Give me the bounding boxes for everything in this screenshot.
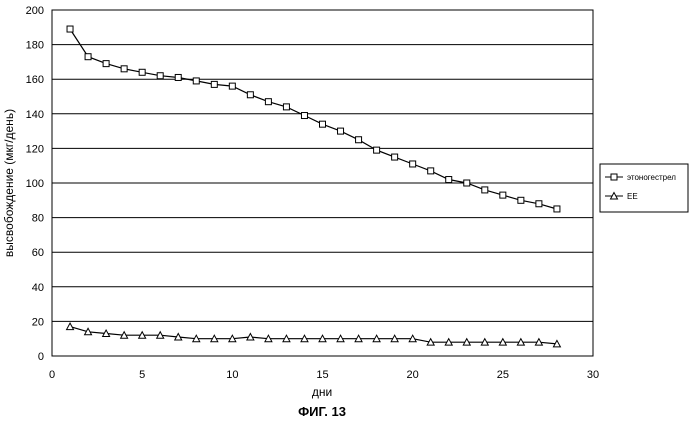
data-point-etonogestrel	[121, 66, 127, 72]
data-point-etonogestrel	[229, 83, 235, 89]
y-tick-label-160: 160	[26, 74, 44, 86]
legend-label-etonogestrel: этоногестрел	[627, 173, 676, 182]
data-point-etonogestrel	[175, 74, 181, 80]
data-point-etonogestrel	[320, 121, 326, 127]
y-tick-label-20: 20	[32, 316, 44, 328]
x-tick-label-0: 0	[49, 369, 55, 381]
figure-caption: ФИГ. 13	[298, 404, 346, 419]
y-tick-labels: 0 20 40 60 80 100 120 140 160 180 200	[26, 5, 44, 363]
data-point-etonogestrel	[464, 180, 470, 186]
legend-label-ee: EE	[627, 192, 638, 201]
y-tick-label-140: 140	[26, 109, 44, 121]
series-line-etonogestrel	[70, 29, 557, 209]
x-tick-label-10: 10	[226, 369, 238, 381]
data-point-etonogestrel	[500, 192, 506, 198]
data-point-etonogestrel	[518, 197, 524, 203]
data-point-etonogestrel	[247, 92, 253, 98]
x-tick-label-15: 15	[316, 369, 328, 381]
legend-marker-square	[611, 174, 617, 180]
legend: этоногестрел EE	[600, 164, 688, 212]
data-point-etonogestrel	[157, 73, 163, 79]
data-point-etonogestrel	[211, 81, 217, 87]
data-point-etonogestrel	[554, 206, 560, 212]
gridlines	[52, 45, 593, 322]
data-point-etonogestrel	[536, 201, 542, 207]
x-tick-label-25: 25	[497, 369, 509, 381]
x-tick-label-30: 30	[587, 369, 599, 381]
data-point-etonogestrel	[374, 147, 380, 153]
series-layer	[67, 26, 561, 347]
data-point-etonogestrel	[301, 113, 307, 119]
y-tick-label-40: 40	[32, 282, 44, 294]
y-axis-label: высвобождение (мкг/день)	[2, 109, 16, 257]
data-point-etonogestrel	[356, 137, 362, 143]
data-point-etonogestrel	[103, 61, 109, 67]
data-point-etonogestrel	[428, 168, 434, 174]
data-point-etonogestrel	[265, 99, 271, 105]
data-point-etonogestrel	[392, 154, 398, 160]
y-tick-label-180: 180	[26, 40, 44, 52]
y-tick-label-80: 80	[32, 213, 44, 225]
data-point-ee	[67, 323, 74, 330]
y-tick-label-120: 120	[26, 143, 44, 155]
y-tick-label-60: 60	[32, 247, 44, 259]
y-tick-label-0: 0	[38, 351, 44, 363]
data-point-etonogestrel	[193, 78, 199, 84]
data-point-etonogestrel	[482, 187, 488, 193]
data-point-etonogestrel	[85, 54, 91, 60]
x-axis-label: дни	[312, 385, 332, 399]
legend-box	[600, 164, 688, 212]
data-point-etonogestrel	[410, 161, 416, 167]
y-tick-label-200: 200	[26, 5, 44, 17]
data-point-etonogestrel	[338, 128, 344, 134]
y-tick-label-100: 100	[26, 178, 44, 190]
x-tick-label-5: 5	[139, 369, 145, 381]
data-point-etonogestrel	[283, 104, 289, 110]
data-point-etonogestrel	[67, 26, 73, 32]
data-point-etonogestrel	[139, 69, 145, 75]
x-tick-labels: 0 5 10 15 20 25 30	[49, 369, 599, 381]
x-tick-label-20: 20	[407, 369, 419, 381]
data-point-etonogestrel	[446, 177, 452, 183]
